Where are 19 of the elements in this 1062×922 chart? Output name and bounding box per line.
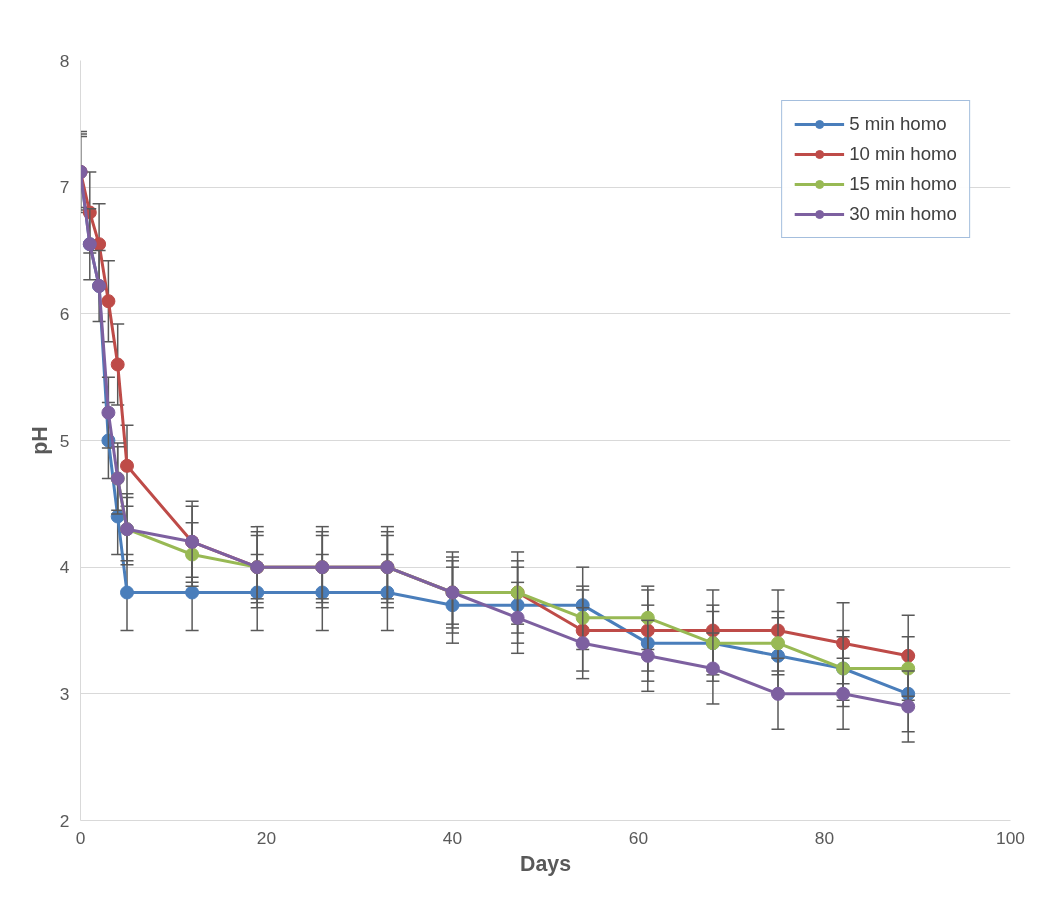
y-tick-label: 8 bbox=[59, 50, 70, 71]
y-tick-label: 6 bbox=[59, 303, 70, 324]
legend-label: 10 min homo bbox=[849, 143, 957, 165]
x-tick-label: 80 bbox=[814, 827, 835, 848]
x-axis-title: Days bbox=[520, 851, 572, 876]
legend-label: 15 min homo bbox=[849, 173, 957, 195]
y-tick-label: 2 bbox=[59, 810, 70, 831]
x-tick-label: 40 bbox=[442, 827, 463, 848]
legend-label: 5 min homo bbox=[849, 113, 947, 135]
x-tick-label: 0 bbox=[75, 827, 86, 848]
x-tick-label: 20 bbox=[256, 827, 277, 848]
y-axis-title: pH bbox=[27, 426, 52, 455]
y-tick-label: 3 bbox=[59, 683, 70, 704]
x-tick-label: 60 bbox=[628, 827, 649, 848]
legend-label: 30 min homo bbox=[849, 203, 957, 225]
y-tick-label: 7 bbox=[59, 177, 70, 198]
x-tick-label: 100 bbox=[996, 827, 1025, 848]
y-tick-label: 5 bbox=[59, 430, 70, 451]
y-tick-label: 4 bbox=[59, 557, 70, 578]
